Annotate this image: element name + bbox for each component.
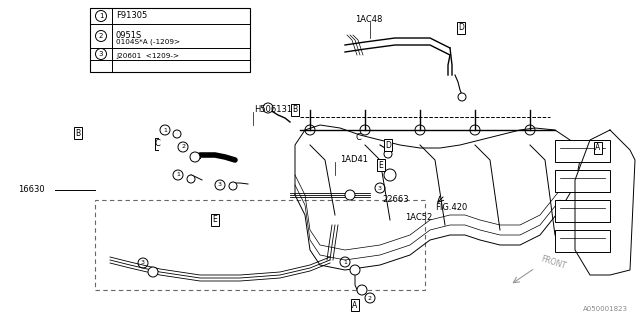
Text: 3: 3: [99, 51, 103, 57]
Text: 16630: 16630: [18, 186, 45, 195]
Text: 0951S: 0951S: [116, 31, 142, 41]
Bar: [90, 8, 250, 72]
Text: H506131: H506131: [254, 106, 292, 115]
Text: 22663: 22663: [382, 196, 408, 204]
Text: 0104S*A (-1209>: 0104S*A (-1209>: [116, 39, 180, 45]
Text: A050001823: A050001823: [583, 306, 628, 312]
Circle shape: [190, 152, 200, 162]
Bar: [555, 200, 610, 222]
Text: 3: 3: [141, 260, 145, 266]
Text: 1: 1: [343, 260, 347, 265]
Circle shape: [458, 93, 466, 101]
Text: A: A: [353, 300, 358, 309]
Text: B: B: [292, 106, 298, 115]
Text: C: C: [355, 133, 361, 142]
Circle shape: [350, 265, 360, 275]
Text: J20601  <1209->: J20601 <1209->: [116, 53, 179, 59]
Text: D: D: [458, 23, 464, 33]
Text: 2: 2: [181, 145, 185, 149]
Text: A: A: [595, 143, 600, 153]
Text: 1: 1: [163, 127, 167, 132]
Text: 1: 1: [176, 172, 180, 178]
Circle shape: [263, 103, 273, 113]
Circle shape: [384, 169, 396, 181]
Circle shape: [173, 130, 181, 138]
Text: 2: 2: [368, 295, 372, 300]
Circle shape: [187, 175, 195, 183]
Text: 3: 3: [218, 182, 222, 188]
Text: FRONT: FRONT: [540, 255, 568, 271]
Circle shape: [229, 182, 237, 190]
Bar: [555, 170, 610, 192]
Bar: [95, 200, 425, 290]
Circle shape: [148, 267, 158, 277]
Text: F91305: F91305: [116, 12, 147, 20]
Text: 1AC48: 1AC48: [355, 15, 382, 25]
Circle shape: [357, 285, 367, 295]
Text: B: B: [76, 129, 81, 138]
Bar: [555, 230, 610, 252]
Text: FIG.420: FIG.420: [435, 203, 467, 212]
Text: C: C: [154, 139, 160, 148]
Text: 3: 3: [378, 186, 382, 190]
Text: 2: 2: [99, 33, 103, 39]
Text: E: E: [212, 215, 218, 225]
Text: E: E: [379, 161, 383, 170]
Text: 1AC52: 1AC52: [405, 213, 432, 222]
Circle shape: [384, 150, 392, 158]
Text: 1: 1: [99, 13, 103, 19]
Text: 1AD41: 1AD41: [340, 156, 368, 164]
Circle shape: [345, 190, 355, 200]
Bar: [555, 140, 610, 162]
Text: D: D: [385, 140, 391, 149]
